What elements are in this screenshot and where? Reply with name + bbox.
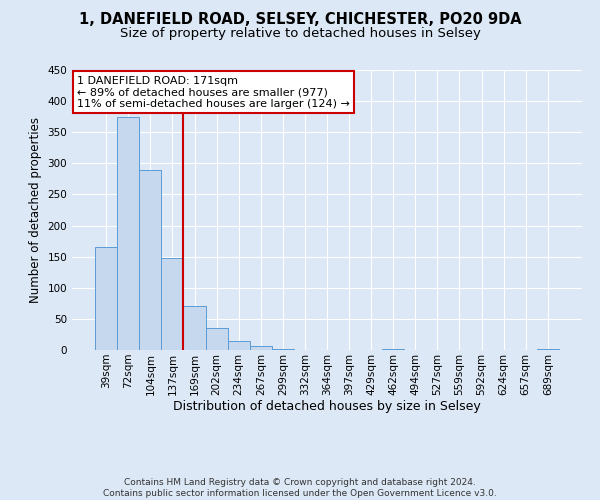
Text: Size of property relative to detached houses in Selsey: Size of property relative to detached ho… <box>119 28 481 40</box>
Bar <box>117 116 139 350</box>
Bar <box>139 170 161 350</box>
Bar <box>537 349 559 350</box>
Y-axis label: Number of detached properties: Number of detached properties <box>29 117 42 303</box>
Bar <box>272 349 294 350</box>
Bar <box>206 328 227 350</box>
Bar <box>95 248 117 350</box>
Bar <box>250 346 272 350</box>
Text: 1 DANEFIELD ROAD: 171sqm
← 89% of detached houses are smaller (977)
11% of semi-: 1 DANEFIELD ROAD: 171sqm ← 89% of detach… <box>77 76 350 109</box>
Text: 1, DANEFIELD ROAD, SELSEY, CHICHESTER, PO20 9DA: 1, DANEFIELD ROAD, SELSEY, CHICHESTER, P… <box>79 12 521 28</box>
Bar <box>184 306 206 350</box>
Bar <box>227 340 250 350</box>
Bar <box>161 258 184 350</box>
Text: Contains HM Land Registry data © Crown copyright and database right 2024.
Contai: Contains HM Land Registry data © Crown c… <box>103 478 497 498</box>
X-axis label: Distribution of detached houses by size in Selsey: Distribution of detached houses by size … <box>173 400 481 413</box>
